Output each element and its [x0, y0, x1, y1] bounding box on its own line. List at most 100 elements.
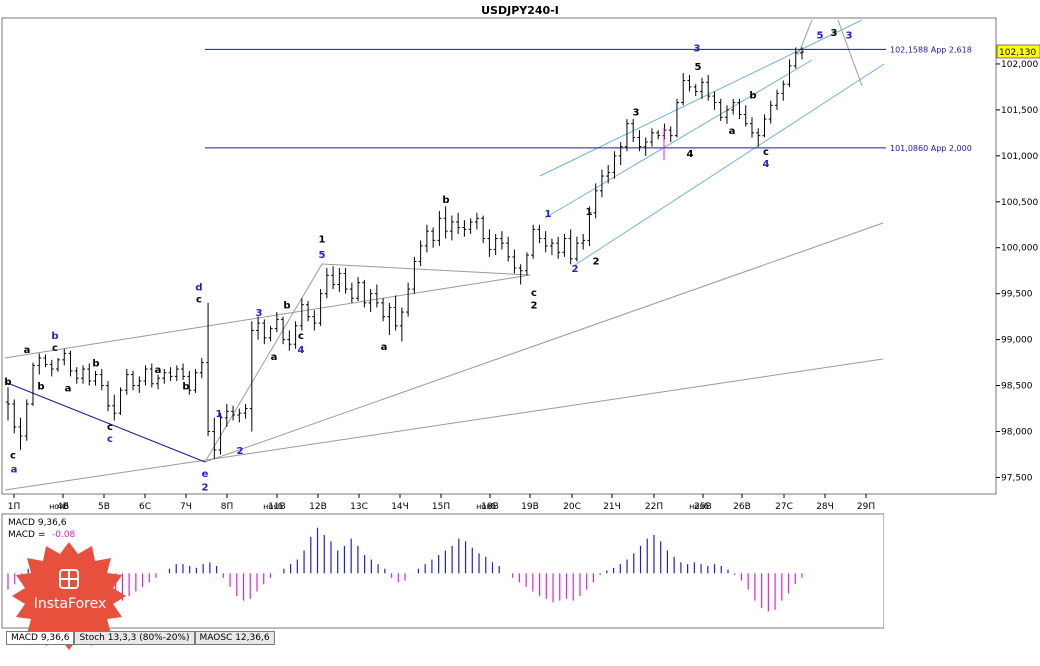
ohlc-bar [437, 210, 442, 246]
ohlc-bar [687, 74, 692, 92]
trend-line [837, 19, 863, 87]
wave-label: 2 [572, 264, 579, 275]
wave-label: e [202, 469, 209, 480]
ohlc-bar [693, 84, 698, 97]
x-tick-label: 15П [432, 502, 450, 512]
ohlc-bar [362, 279, 367, 308]
y-tick-label: 99,000 [1001, 336, 1033, 346]
ohlc-bar [406, 282, 411, 317]
x-tick-month-label: нояб [689, 502, 709, 511]
wave-label: 1 [216, 409, 223, 420]
trend-line [321, 263, 531, 276]
wave-label: a [381, 342, 388, 353]
ohlc-bar [381, 298, 386, 322]
wave-label: a [729, 126, 736, 137]
y-tick-label: 99,500 [1001, 290, 1033, 300]
wave-label: c [107, 422, 113, 433]
ohlc-bar [762, 114, 767, 138]
logo-badge-icon [12, 542, 126, 650]
ohlc-bar [393, 295, 398, 331]
ohlc-bar [574, 236, 579, 262]
macd-label: MACD 9,36,6 [8, 518, 67, 528]
wave-label: a [11, 464, 18, 475]
ohlc-bar [187, 370, 192, 395]
ohlc-bar [724, 105, 729, 124]
x-tick-label: 8П [221, 502, 234, 512]
ohlc-bar [99, 369, 104, 391]
ohlc-bar [674, 98, 679, 138]
ohlc-bar [149, 363, 154, 388]
logo-text: InstaForex [33, 596, 107, 612]
ohlc-bar [112, 394, 117, 421]
wave-label: b [37, 382, 44, 393]
ohlc-bar [681, 73, 686, 106]
x-tick-label: 25В [694, 502, 712, 512]
ohlc-bar [181, 363, 186, 381]
logo-emblem-icon [59, 569, 79, 589]
ohlc-bar [224, 403, 229, 427]
tab-stoch[interactable]: Stoch 13,3,3 (80%-20%) [74, 631, 195, 645]
wave-label: 4 [763, 159, 770, 170]
x-tick-label: 11В [268, 502, 286, 512]
ohlc-bar [568, 229, 573, 265]
ohlc-bar [756, 128, 761, 147]
wave-label: c [763, 147, 769, 158]
trend-line [4, 358, 884, 491]
macd-pane-gutter [884, 514, 996, 628]
wave-label: 2 [531, 301, 538, 312]
x-tick-label: 12В [309, 502, 327, 512]
wave-label: 2 [202, 483, 209, 494]
ohlc-bar [162, 369, 167, 384]
ohlc-bar [106, 380, 111, 412]
tab-maosc[interactable]: MAOSC 12,36,6 [194, 631, 275, 645]
wave-label: b [283, 301, 290, 312]
ohlc-bar [168, 367, 173, 381]
ohlc-bar [287, 330, 292, 351]
ohlc-bar [593, 183, 598, 219]
ohlc-bar [243, 403, 248, 419]
ohlc-bar [443, 206, 448, 239]
ohlc-bar [649, 128, 654, 147]
wave-label: 1 [319, 235, 326, 246]
ohlc-bar [6, 387, 10, 421]
ohlc-bar [656, 130, 661, 140]
wave-label: b [442, 195, 449, 206]
wave-label: 3 [831, 28, 838, 39]
x-tick-label: 29П [857, 502, 875, 512]
x-tick-month-label: нояб [476, 502, 496, 511]
ohlc-bar [549, 238, 554, 256]
ohlc-bar [137, 376, 142, 393]
x-tick-label: 6С [139, 502, 151, 512]
tab-macd[interactable]: MACD 9,36,6 [6, 631, 75, 645]
instaforex-logo [4, 540, 134, 658]
wave-label: c [107, 434, 113, 445]
ohlc-bar [174, 365, 179, 381]
ohlc-bar [274, 312, 279, 333]
ohlc-bar [387, 302, 392, 336]
ohlc-bar [643, 137, 648, 156]
ohlc-bar [537, 224, 542, 244]
ohlc-bar [399, 307, 404, 342]
ohlc-bar [743, 105, 748, 127]
ohlc-bar [637, 130, 642, 152]
chart-title: USDJPY240-I [481, 4, 559, 17]
trend-line [204, 263, 323, 463]
ohlc-bar [699, 77, 704, 99]
ohlc-bar [43, 354, 48, 368]
x-tick-label: 20С [563, 502, 581, 512]
ohlc-bar [781, 80, 786, 101]
ohlc-bar [474, 212, 479, 230]
wave-label: b [4, 377, 11, 388]
wave-label: 2 [593, 257, 600, 268]
ohlc-bar [212, 417, 217, 460]
ohlc-bar [706, 74, 711, 101]
ohlc-bar [418, 240, 423, 267]
x-tick-label: 14Ч [391, 502, 409, 512]
x-tick-label: 1П [8, 502, 21, 512]
trend-line [4, 274, 531, 359]
ohlc-bar [800, 47, 804, 60]
y-tick-label: 97,500 [1001, 473, 1033, 483]
x-tick-label: 18В [481, 502, 499, 512]
wave-label: a [24, 345, 31, 356]
ohlc-bar [449, 215, 454, 241]
